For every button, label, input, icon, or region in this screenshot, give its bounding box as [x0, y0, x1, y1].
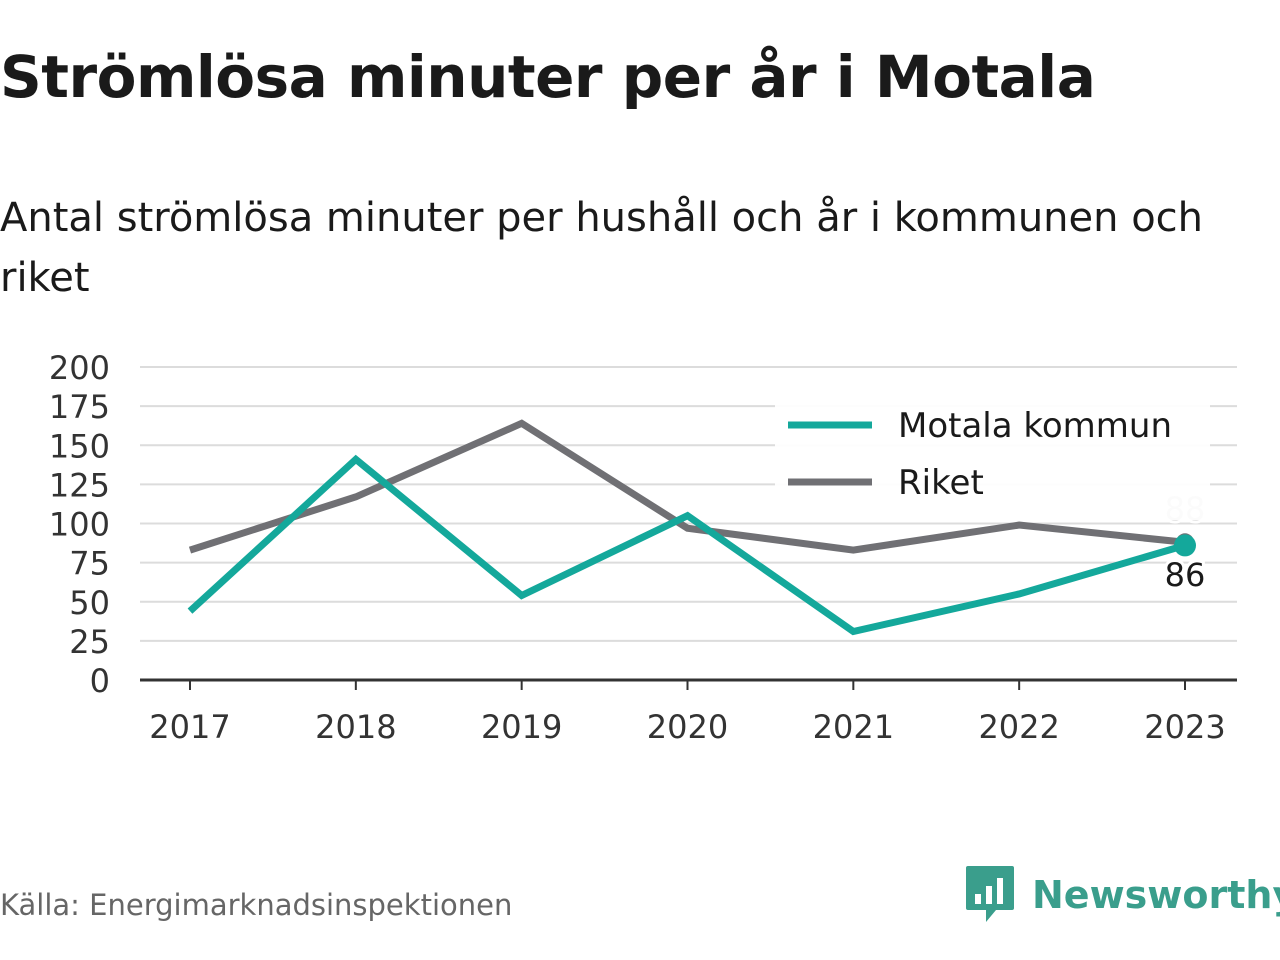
- x-tick-label: 2018: [315, 708, 396, 746]
- y-tick-label: 175: [49, 388, 110, 426]
- y-tick-label: 200: [49, 349, 110, 387]
- legend-label: Riket: [898, 463, 984, 503]
- source-note: Källa: Energimarknadsinspektionen: [0, 888, 513, 922]
- x-tick-label: 2021: [813, 708, 894, 746]
- y-tick-label: 50: [69, 584, 110, 622]
- newsworthy-brand[interactable]: Newsworthy: [964, 864, 1280, 926]
- legend-label: Motala kommun: [898, 406, 1172, 446]
- y-tick-label: 100: [49, 506, 110, 544]
- end-label-motala-kommun: 86: [1165, 556, 1206, 594]
- y-tick-label: 75: [69, 545, 110, 583]
- x-tick-label: 2020: [647, 708, 728, 746]
- chart-subtitle: Antal strömlösa minuter per hushåll och …: [0, 195, 1204, 301]
- newsworthy-logo-icon: [966, 866, 1014, 922]
- x-tick-label: 2019: [481, 708, 562, 746]
- x-tick-label: 2022: [978, 708, 1059, 746]
- brand-name: Newsworthy: [1032, 873, 1280, 917]
- y-tick-label: 0: [90, 662, 110, 700]
- x-tick-label: 2017: [149, 708, 230, 746]
- x-tick-label: 2023: [1144, 708, 1225, 746]
- y-tick-label: 150: [49, 427, 110, 465]
- chart-title: Strömlösa minuter per år i Motala: [0, 43, 1096, 111]
- y-tick-label: 125: [49, 466, 110, 504]
- y-tick-label: 25: [69, 623, 110, 661]
- end-marker-motala-kommun: [1174, 534, 1196, 557]
